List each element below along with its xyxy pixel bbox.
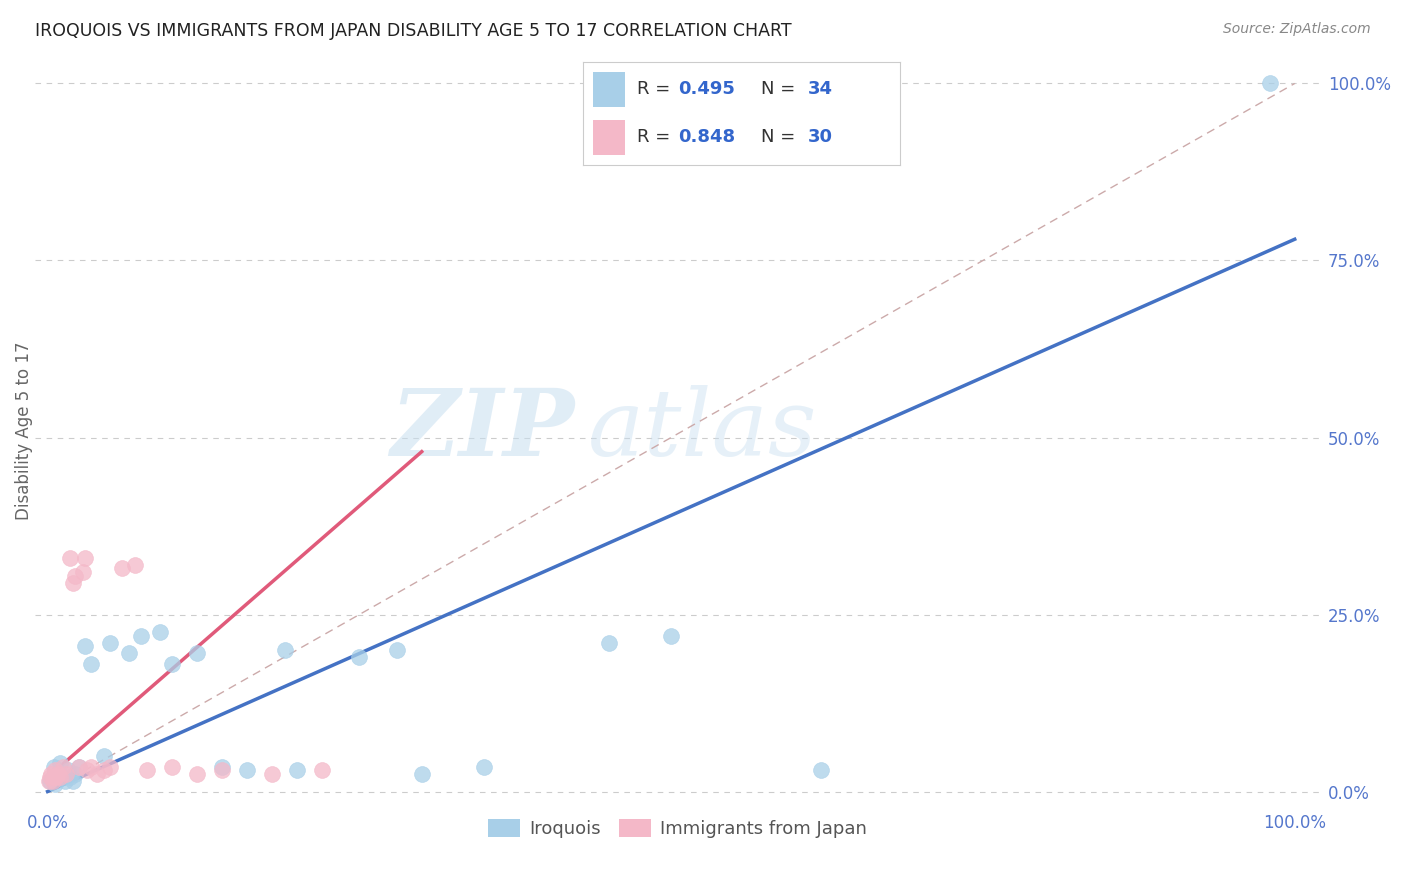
Point bbox=[162, 760, 184, 774]
Legend: Iroquois, Immigrants from Japan: Iroquois, Immigrants from Japan bbox=[481, 813, 875, 846]
Point bbox=[46, 767, 69, 781]
Point bbox=[45, 771, 67, 785]
Point bbox=[262, 767, 284, 781]
Text: R =: R = bbox=[637, 79, 676, 97]
Point bbox=[62, 575, 84, 590]
Point bbox=[42, 771, 65, 785]
Point bbox=[93, 764, 115, 778]
Text: R =: R = bbox=[637, 128, 676, 145]
Point bbox=[73, 550, 96, 565]
Text: ZIP: ZIP bbox=[391, 385, 575, 475]
Point bbox=[59, 550, 82, 565]
Point bbox=[67, 760, 90, 774]
Point bbox=[46, 767, 69, 781]
Point bbox=[124, 558, 146, 572]
Text: 0.848: 0.848 bbox=[678, 128, 735, 145]
Point bbox=[49, 756, 72, 771]
Point bbox=[236, 764, 259, 778]
Point bbox=[63, 568, 86, 582]
Point bbox=[49, 771, 72, 785]
Point bbox=[44, 777, 66, 791]
Point bbox=[186, 647, 208, 661]
Point bbox=[162, 657, 184, 671]
Point bbox=[117, 647, 139, 661]
Point bbox=[39, 773, 62, 788]
Point bbox=[62, 773, 84, 788]
Text: IROQUOIS VS IMMIGRANTS FROM JAPAN DISABILITY AGE 5 TO 17 CORRELATION CHART: IROQUOIS VS IMMIGRANTS FROM JAPAN DISABI… bbox=[35, 22, 792, 40]
Text: N =: N = bbox=[761, 79, 800, 97]
Point bbox=[41, 771, 63, 785]
Point bbox=[98, 760, 121, 774]
Point bbox=[93, 749, 115, 764]
Point bbox=[53, 773, 76, 788]
Point bbox=[598, 636, 620, 650]
Point bbox=[42, 760, 65, 774]
Point bbox=[51, 760, 73, 774]
Point bbox=[211, 760, 233, 774]
Point bbox=[51, 771, 73, 785]
Text: N =: N = bbox=[761, 128, 800, 145]
Text: Source: ZipAtlas.com: Source: ZipAtlas.com bbox=[1223, 22, 1371, 37]
Point bbox=[55, 767, 77, 781]
Y-axis label: Disability Age 5 to 17: Disability Age 5 to 17 bbox=[15, 341, 32, 520]
Text: atlas: atlas bbox=[588, 385, 817, 475]
Point bbox=[1258, 77, 1281, 91]
Point bbox=[411, 767, 433, 781]
Point bbox=[76, 764, 98, 778]
Point bbox=[186, 767, 208, 781]
Bar bbox=[593, 71, 624, 106]
Point bbox=[136, 764, 159, 778]
Point bbox=[111, 561, 134, 575]
Text: 0.495: 0.495 bbox=[678, 79, 735, 97]
Point bbox=[311, 764, 333, 778]
Point bbox=[86, 767, 108, 781]
Point bbox=[273, 643, 295, 657]
Point bbox=[73, 640, 96, 654]
Point bbox=[56, 764, 79, 778]
Point bbox=[44, 764, 66, 778]
Text: 30: 30 bbox=[808, 128, 834, 145]
Point bbox=[472, 760, 495, 774]
Point bbox=[385, 643, 408, 657]
Point bbox=[129, 629, 152, 643]
Point bbox=[72, 565, 94, 579]
Point bbox=[41, 767, 63, 781]
Point bbox=[67, 760, 90, 774]
Point bbox=[659, 629, 682, 643]
Bar bbox=[593, 120, 624, 155]
Point bbox=[80, 760, 103, 774]
Point bbox=[39, 771, 62, 785]
Point bbox=[63, 767, 86, 781]
Point bbox=[810, 764, 832, 778]
Point bbox=[41, 773, 63, 788]
Point bbox=[211, 764, 233, 778]
Point bbox=[98, 636, 121, 650]
Point bbox=[80, 657, 103, 671]
Point bbox=[38, 773, 60, 788]
Point bbox=[59, 771, 82, 785]
Point bbox=[349, 650, 371, 665]
Point bbox=[285, 764, 308, 778]
Point bbox=[149, 625, 172, 640]
Text: 34: 34 bbox=[808, 79, 834, 97]
